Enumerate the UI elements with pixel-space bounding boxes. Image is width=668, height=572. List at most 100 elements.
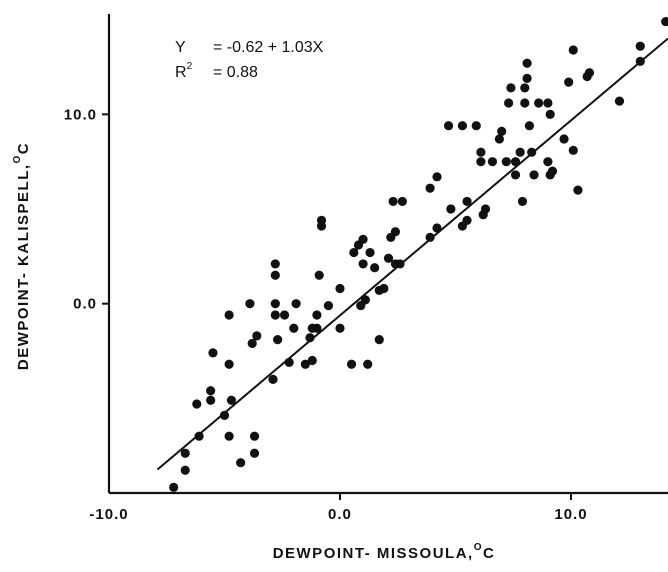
data-point (443, 121, 454, 131)
data-point (383, 253, 394, 263)
data-point (446, 204, 456, 214)
r-squared-label: R2 (175, 61, 193, 81)
x-axis-ticks: -10.0 0.0 10.0 (89, 493, 587, 523)
data-point (312, 323, 322, 333)
data-point (529, 170, 539, 180)
data-point (504, 98, 514, 108)
data-point (564, 77, 574, 87)
data-point (573, 185, 583, 195)
y-tick-label: 0.0 (73, 296, 97, 313)
data-point (534, 98, 544, 108)
data-point (270, 299, 280, 309)
data-point (312, 310, 322, 320)
data-point (192, 399, 202, 409)
y-axis-title: DEWPOINT- KALISPELL,OC (12, 142, 32, 370)
data-point (323, 300, 334, 311)
data-point (388, 196, 398, 207)
data-point (471, 121, 481, 131)
data-point (224, 359, 234, 369)
data-point (270, 310, 280, 320)
x-axis-title-text: DEWPOINT- MISSOULA, (273, 545, 474, 562)
data-point (268, 374, 278, 385)
data-point (584, 68, 595, 78)
x-tick-label: -10.0 (89, 506, 128, 523)
data-point (374, 335, 384, 345)
equation-rhs: = -0.62 + 1.03X (213, 39, 324, 56)
data-point (517, 196, 528, 207)
data-point (397, 196, 407, 207)
equation-lhs: Y (175, 39, 186, 56)
data-point (236, 458, 246, 468)
data-point (476, 147, 486, 157)
data-point (300, 359, 310, 369)
y-axis-ticks: 0.0 10.0 (64, 106, 109, 313)
data-point (363, 359, 373, 369)
data-point (180, 448, 190, 458)
data-point (559, 134, 569, 144)
r-squared-rhs: = 0.88 (213, 64, 258, 81)
data-point (245, 299, 255, 309)
y-axis-title-text: DEWPOINT- KALISPELL, (15, 163, 32, 370)
data-point (252, 331, 262, 341)
data-point (510, 170, 521, 180)
data-point (635, 41, 645, 51)
data-point (462, 196, 472, 207)
data-point (457, 121, 468, 131)
data-point (307, 355, 317, 366)
data-point (284, 357, 294, 367)
data-point (568, 45, 578, 55)
data-point (335, 323, 345, 333)
r-squared-sup: 2 (187, 61, 193, 72)
data-point (432, 223, 442, 233)
data-point (314, 270, 324, 280)
y-tick-label: 10.0 (64, 106, 97, 123)
x-axis-title: DEWPOINT- MISSOULA,OC (273, 542, 496, 562)
data-point (494, 134, 504, 144)
data-point (614, 96, 625, 106)
data-point (270, 259, 280, 269)
data-point (476, 157, 486, 167)
data-point (501, 157, 511, 167)
data-point (365, 247, 375, 258)
data-point (497, 126, 507, 136)
data-point (316, 215, 327, 225)
data-point (545, 109, 555, 119)
x-axis-title-unit: C (483, 545, 495, 562)
data-point (270, 270, 280, 280)
data-point (487, 157, 498, 167)
x-tick-label: 0.0 (328, 506, 352, 523)
data-point (661, 16, 668, 27)
data-point (249, 431, 260, 441)
data-point (510, 157, 521, 167)
data-point (543, 98, 553, 108)
data-point (358, 234, 368, 244)
data-point (273, 335, 283, 345)
data-point (206, 395, 216, 405)
data-point (506, 83, 516, 93)
data-point (226, 395, 237, 405)
x-tick-label: 10.0 (554, 506, 587, 523)
data-point (358, 259, 368, 269)
data-point (194, 431, 204, 441)
data-point (432, 172, 442, 182)
data-point (224, 310, 234, 320)
data-point (206, 386, 216, 396)
data-point (425, 183, 435, 193)
data-point (568, 145, 578, 155)
data-point (247, 338, 257, 349)
data-point (349, 247, 359, 258)
regression-line (156, 37, 668, 471)
data-point (480, 204, 491, 214)
data-point (219, 410, 230, 420)
data-point (524, 121, 535, 131)
data-point (208, 348, 218, 358)
data-point (224, 431, 234, 441)
data-point (543, 157, 553, 167)
data-point (360, 295, 371, 305)
data-point (522, 73, 532, 83)
r-squared-lhs: R (175, 64, 187, 81)
data-point (279, 310, 290, 320)
data-point (379, 283, 389, 294)
y-axis-title-sup: O (12, 154, 23, 163)
